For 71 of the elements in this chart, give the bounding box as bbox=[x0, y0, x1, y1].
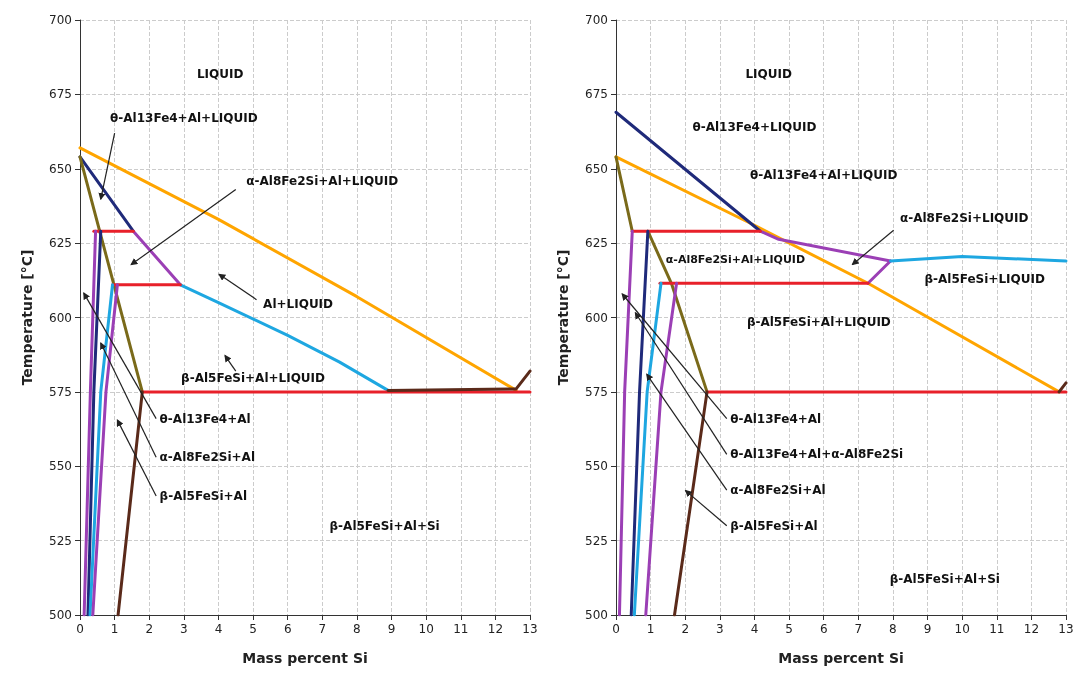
y-tick-label: 650 bbox=[585, 161, 608, 176]
y-tick-label: 700 bbox=[585, 13, 608, 27]
x-tick-label: 3 bbox=[716, 622, 724, 636]
y-tick-label: 650 bbox=[49, 161, 72, 176]
y-tick-label: 500 bbox=[49, 608, 72, 622]
y-tick-label: 675 bbox=[585, 87, 608, 102]
x-tick-label: 0 bbox=[76, 622, 84, 636]
x-tick-label: 6 bbox=[819, 622, 828, 636]
y-tick-label: 500 bbox=[585, 608, 608, 622]
annotation: β-Al5FeSi+Al+LIQUID bbox=[746, 315, 891, 330]
y-tick-label: 525 bbox=[49, 533, 72, 548]
x-tick-label: 4 bbox=[750, 622, 759, 636]
x-tick-label: 5 bbox=[249, 622, 257, 636]
annotation: β-Al5FeSi+Al bbox=[730, 518, 818, 533]
annotation: β-Al5FeSi+Al bbox=[159, 489, 248, 503]
x-tick-label: 13 bbox=[1058, 622, 1074, 636]
x-axis-title: Mass percent Si bbox=[242, 650, 368, 666]
x-tick-label: 5 bbox=[785, 622, 793, 636]
x-tick-label: 4 bbox=[214, 622, 223, 636]
y-tick-label: 625 bbox=[49, 236, 72, 251]
x-tick-label: 11 bbox=[989, 622, 1005, 636]
x-tick-label: 8 bbox=[353, 622, 361, 636]
y-tick-label: 550 bbox=[49, 459, 72, 474]
x-tick-label: 11 bbox=[453, 622, 469, 636]
x-tick-label: 10 bbox=[954, 622, 970, 636]
x-tick-label: 7 bbox=[318, 622, 327, 636]
x-tick-label: 2 bbox=[145, 622, 154, 636]
x-tick-label: 9 bbox=[387, 622, 396, 636]
x-tick-label: 6 bbox=[283, 622, 292, 636]
annotation: θ-Al13Fe4+Al+LIQUID bbox=[110, 111, 258, 126]
annotation: β-Al5FeSi+Al+Si bbox=[889, 572, 1000, 587]
x-tick-label: 13 bbox=[522, 622, 538, 636]
annotation: β-Al5FeSi+LIQUID bbox=[924, 272, 1045, 287]
annotation: θ-Al13Fe4+Al bbox=[159, 411, 251, 426]
y-tick-label: 625 bbox=[585, 236, 608, 251]
annotation: β-Al5FeSi+Al+Si bbox=[329, 518, 440, 533]
y-tick-label: 600 bbox=[585, 310, 608, 325]
annotation: θ-Al13Fe4+Al+LIQUID bbox=[749, 167, 898, 182]
annotation: α-Al8Fe2Si+Al bbox=[159, 450, 256, 465]
x-tick-label: 12 bbox=[487, 622, 504, 636]
x-tick-label: 8 bbox=[889, 622, 897, 636]
x-tick-label: 2 bbox=[681, 622, 690, 636]
y-axis-title: Temperature [°C] bbox=[555, 249, 571, 386]
annotation: α-Al8Fe2Si+Al bbox=[730, 483, 826, 498]
y-tick-label: 550 bbox=[585, 459, 608, 474]
annotation: β-Al5FeSi+Al+LIQUID bbox=[181, 371, 326, 386]
x-tick-label: 9 bbox=[923, 622, 932, 636]
x-axis-title: Mass percent Si bbox=[778, 650, 904, 666]
annotation: α-Al8Fe2Si+Al+LIQUID bbox=[665, 252, 806, 266]
x-tick-label: 1 bbox=[646, 622, 655, 636]
annotation: θ-Al13Fe4+LIQUID bbox=[692, 120, 817, 135]
y-tick-label: 525 bbox=[585, 533, 608, 548]
y-axis-title: Temperature [°C] bbox=[19, 249, 35, 386]
annotation: α-Al8Fe2Si+Al+LIQUID bbox=[246, 173, 399, 188]
y-tick-label: 700 bbox=[49, 13, 72, 27]
y-tick-label: 675 bbox=[49, 87, 72, 102]
annotation: LIQUID bbox=[196, 66, 244, 81]
x-tick-label: 12 bbox=[1023, 622, 1040, 636]
annotation: θ-Al13Fe4+Al bbox=[730, 411, 822, 426]
annotation: θ-Al13Fe4+Al+α-Al8Fe2Si bbox=[730, 447, 904, 462]
annotation: LIQUID bbox=[745, 66, 792, 81]
annotation: Al+LIQUID bbox=[263, 297, 334, 312]
y-tick-label: 575 bbox=[585, 384, 608, 399]
x-tick-label: 10 bbox=[418, 622, 434, 636]
x-tick-label: 7 bbox=[854, 622, 863, 636]
y-tick-label: 575 bbox=[49, 384, 72, 399]
x-tick-label: 0 bbox=[612, 622, 620, 636]
x-tick-label: 3 bbox=[180, 622, 188, 636]
x-tick-label: 1 bbox=[110, 622, 119, 636]
annotation: α-Al8Fe2Si+LIQUID bbox=[900, 210, 1029, 225]
y-tick-label: 600 bbox=[49, 310, 72, 325]
